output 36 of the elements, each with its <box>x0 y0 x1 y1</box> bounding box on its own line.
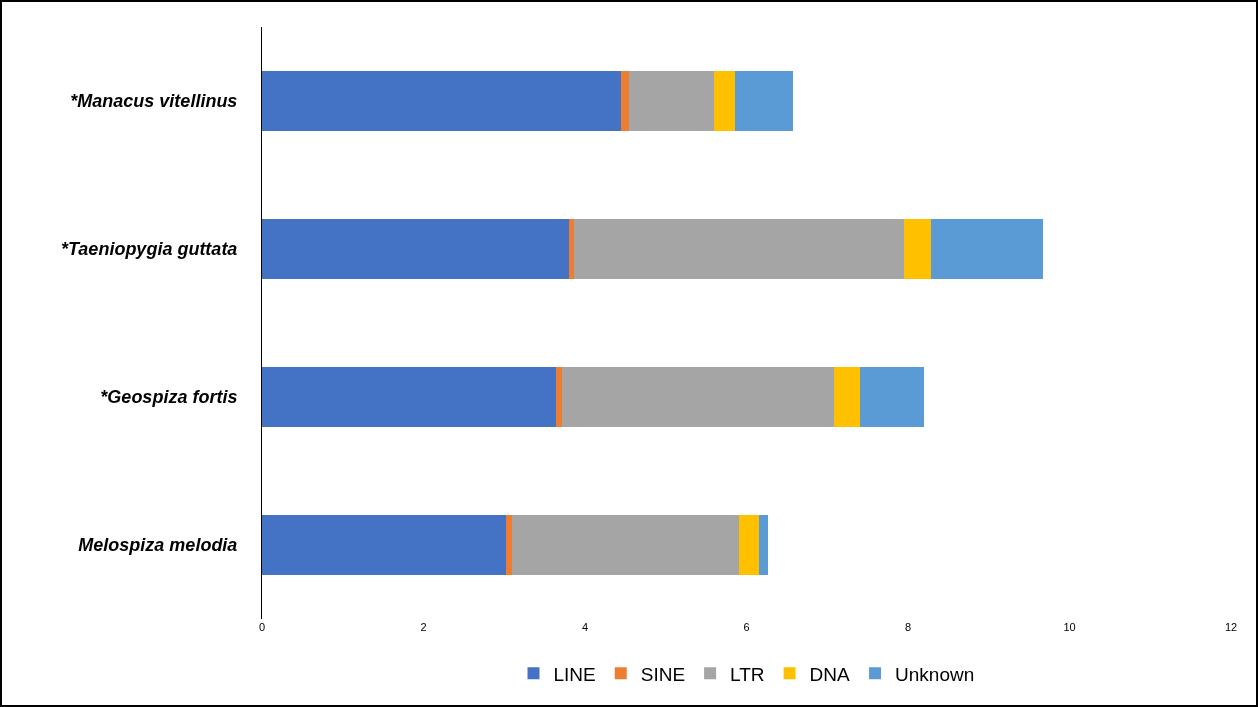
x-tick-label: 8 <box>904 621 912 633</box>
legend-label: SINE <box>640 663 686 685</box>
legend-label: Unknown <box>895 663 975 685</box>
bar <box>758 515 768 575</box>
y-tick-label: Melospiza melodia <box>78 535 238 556</box>
bar <box>568 219 574 279</box>
bar <box>505 515 513 575</box>
bar <box>562 367 834 427</box>
x-tick-label: 10 <box>1063 621 1076 633</box>
bar <box>555 367 563 427</box>
bar <box>512 515 740 575</box>
bar <box>262 71 622 131</box>
bar <box>859 367 925 427</box>
bar <box>621 71 629 131</box>
y-tick-label: *Manacus vitellinus <box>70 91 238 112</box>
bar <box>931 219 1043 279</box>
bar <box>903 219 932 279</box>
bar <box>573 219 904 279</box>
x-tick-label: 12 <box>1224 621 1238 633</box>
x-tick-label: 4 <box>581 621 589 633</box>
bar <box>628 71 715 131</box>
legend-label: LTR <box>730 663 765 685</box>
legend-label: LINE <box>553 663 596 685</box>
bar <box>714 71 736 131</box>
legend-label: DNA <box>809 663 851 685</box>
x-tick-label: 2 <box>420 621 427 633</box>
x-tick-label: 6 <box>743 621 750 633</box>
x-tick-label: 0 <box>258 621 266 633</box>
bar <box>262 219 569 279</box>
bar <box>833 367 860 427</box>
bar <box>262 367 556 427</box>
bar <box>739 515 759 575</box>
bar <box>735 71 793 131</box>
bar <box>262 515 506 575</box>
y-tick-label: *Taeniopygia guttata <box>61 239 238 260</box>
y-tick-label: *Geospiza fortis <box>100 387 238 408</box>
